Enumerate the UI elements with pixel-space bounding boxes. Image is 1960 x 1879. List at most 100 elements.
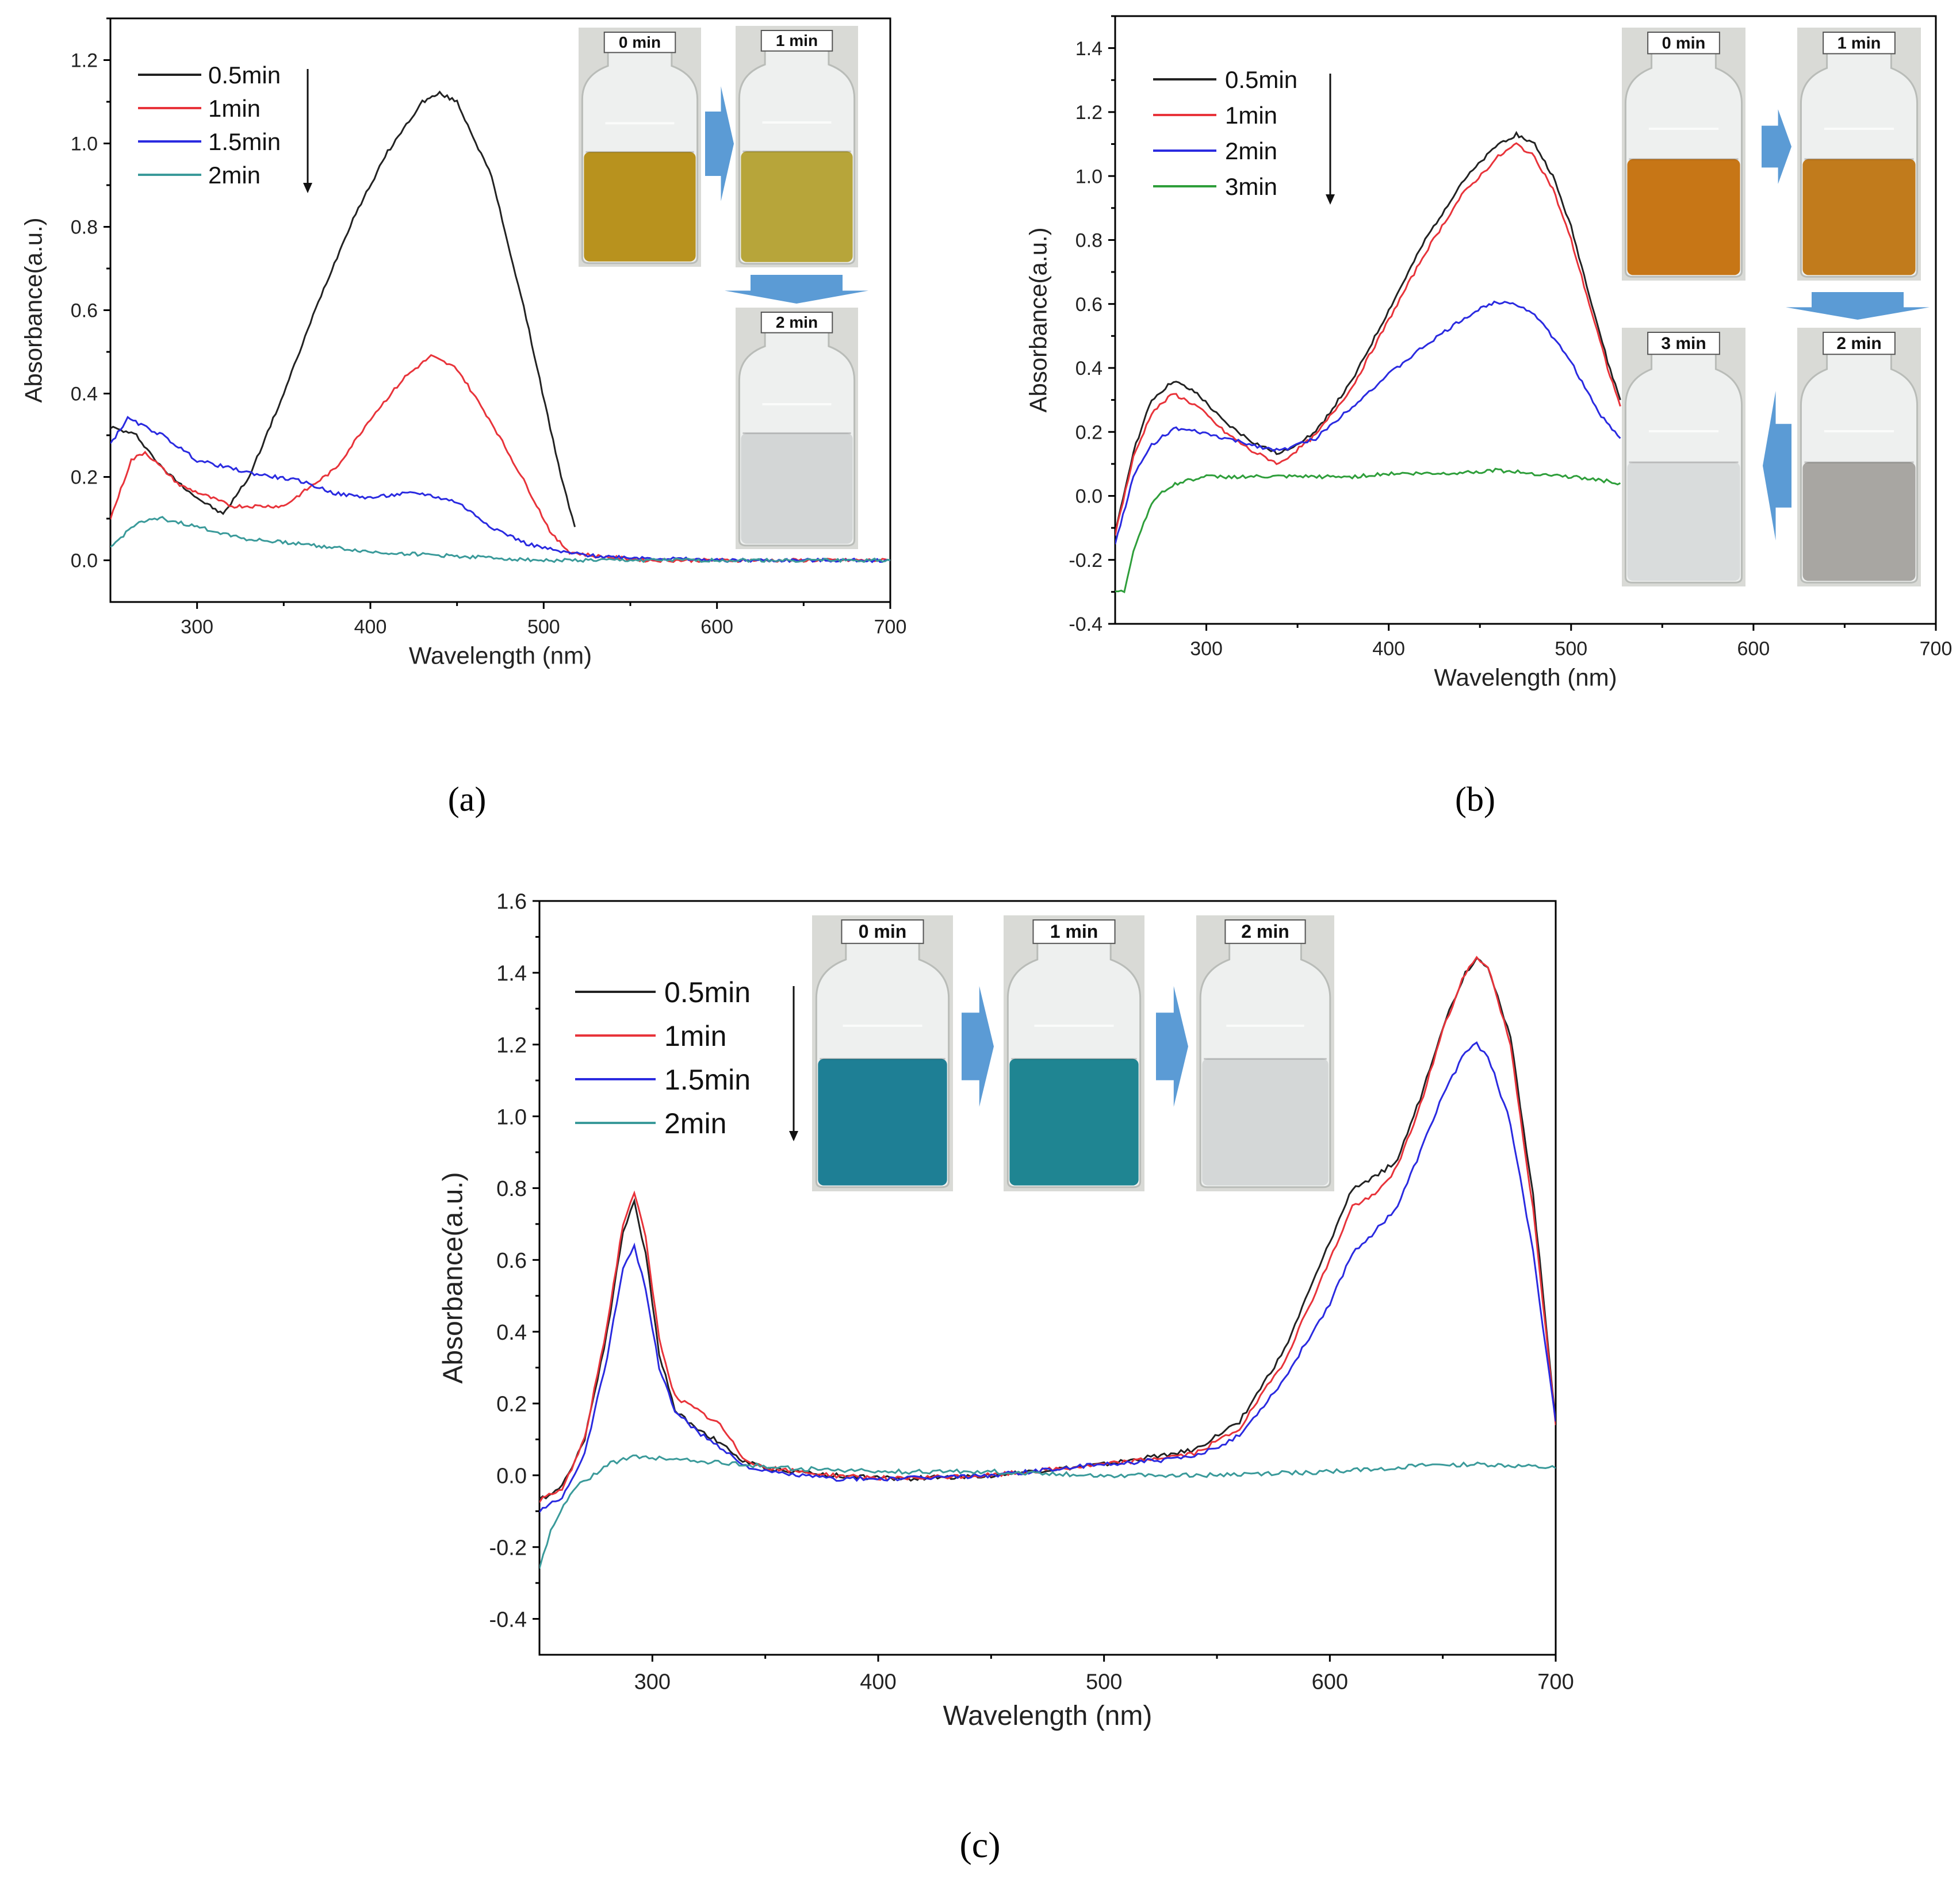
x-axis-title: Wavelength (nm) <box>409 642 592 669</box>
x-tick-label: 400 <box>1372 638 1405 660</box>
series-line-1min <box>539 956 1556 1503</box>
series-line-0.5min <box>1115 131 1621 533</box>
vial-liquid <box>1802 159 1916 275</box>
vial-liquid <box>741 433 853 544</box>
x-tick-label: 700 <box>874 616 907 638</box>
transition-arrow-icon <box>1156 986 1188 1107</box>
vial-photo-2-min: 2 min <box>736 308 858 549</box>
vial-photo-2-min: 2 min <box>1797 328 1921 586</box>
y-tick-label: 1.2 <box>496 1033 527 1057</box>
vial-label-box <box>1823 32 1896 55</box>
legend-entry: 2min <box>208 162 261 189</box>
transition-arrow-icon <box>1763 391 1791 540</box>
transition-arrow-icon <box>1762 109 1791 184</box>
y-tick-label: 0.0 <box>496 1464 527 1489</box>
vial-liquid <box>818 1059 947 1186</box>
x-tick-label: 600 <box>700 616 733 638</box>
x-tick-label: 600 <box>1312 1670 1348 1694</box>
vial-time-label: 0 min <box>859 921 907 942</box>
y-tick-label: 1.4 <box>1075 38 1102 60</box>
panel-a-chart: 300 400 500 600 700 0.0 0.2 0.4 0.6 0.8 1.0 1.2 Wave… <box>20 17 907 669</box>
vial-time-label: 2 min <box>1836 334 1881 353</box>
vial-time-label: 1 min <box>1838 34 1881 52</box>
x-tick-label: 300 <box>181 616 213 638</box>
transition-arrow-icon <box>705 86 734 201</box>
x-tick-label: 300 <box>634 1670 671 1694</box>
series-line-0.5min <box>539 957 1556 1500</box>
y-tick-label: -0.2 <box>489 1536 527 1560</box>
vial-photo-0-min: 0 min <box>812 915 953 1191</box>
legend-entry: 0.5min <box>1225 66 1297 93</box>
caption-a: (a) <box>448 780 487 818</box>
vial-time-label: 0 min <box>1662 34 1706 52</box>
vial-label-box <box>1823 332 1896 355</box>
vial-photo-1-min: 1 min <box>736 26 858 267</box>
panel-b-chart: 300 400 500 600 700 -0.4 -0.2 0.0 0.2 0.4 0.6 0.8 1.… <box>1025 15 1953 691</box>
vial-label-box <box>841 919 924 944</box>
series-line-0.5min <box>110 90 576 527</box>
series-line-1.5min <box>539 1041 1556 1513</box>
legend-entry: 3min <box>1225 173 1277 200</box>
x-axis-title: Wavelength (nm) <box>1434 664 1617 691</box>
y-tick-label: -0.4 <box>1069 613 1102 635</box>
y-tick-label: 0.8 <box>71 217 98 239</box>
legend-entry: 0.5min <box>208 62 281 89</box>
series-line-1min <box>1115 142 1621 536</box>
series-line-2min <box>1115 300 1621 544</box>
vial-photo-1-min: 1 min <box>1797 28 1921 281</box>
transition-arrow-icon <box>962 986 994 1107</box>
vial-photo-0-min: 0 min <box>1622 28 1745 281</box>
vial-photo-2-min: 2 min <box>1196 915 1334 1191</box>
y-tick-label: 1.4 <box>496 962 527 986</box>
panel-c-chart: 300 400 500 600 700 -0.4 -0.2 0.0 0.2 0.4 0.6 0.8 1.… <box>438 890 1574 1731</box>
y-tick-label: 0.8 <box>1075 230 1102 252</box>
transition-arrow-icon <box>1786 292 1930 320</box>
vial-liquid <box>584 152 696 262</box>
legend-entry: 0.5min <box>664 976 751 1008</box>
legend-entry: 1.5min <box>664 1064 751 1096</box>
y-tick-label: 1.0 <box>1075 166 1102 187</box>
vial-liquid <box>1009 1059 1139 1186</box>
x-tick-label: 500 <box>527 616 560 638</box>
vial-time-label: 2 min <box>1241 921 1289 942</box>
x-tick-label: 400 <box>860 1670 896 1694</box>
y-tick-label: 0.4 <box>496 1321 527 1345</box>
x-axis-title: Wavelength (nm) <box>943 1701 1153 1731</box>
y-tick-label: 1.0 <box>496 1105 527 1129</box>
vial-label-box <box>1032 919 1116 944</box>
vial-time-label: 2 min <box>776 313 818 331</box>
legend-entry: 1min <box>664 1020 726 1052</box>
vial-label-box <box>603 32 676 53</box>
y-tick-label: 1.2 <box>71 50 98 72</box>
x-tick-label: 600 <box>1737 638 1770 660</box>
legend-entry: 2min <box>664 1107 726 1140</box>
vial-liquid <box>1627 159 1740 275</box>
y-tick-label: 0.6 <box>496 1249 527 1273</box>
series-line-1.5min <box>110 416 890 563</box>
y-tick-label: 0.4 <box>71 384 98 405</box>
x-tick-label: 700 <box>1920 638 1953 660</box>
vial-photo-3-min: 3 min <box>1622 328 1745 586</box>
vial-label-box <box>760 30 833 52</box>
vial-time-label: 1 min <box>776 32 818 49</box>
vial-label-box <box>1647 32 1720 55</box>
vial-liquid <box>1202 1059 1329 1186</box>
y-tick-label: 1.2 <box>1075 102 1102 124</box>
legend-trend-arrowhead-icon <box>789 1131 798 1141</box>
vial-liquid <box>1627 462 1740 581</box>
y-tick-label: 0.2 <box>71 467 98 489</box>
x-tick-label: 300 <box>1190 638 1223 660</box>
y-tick-label: 0.8 <box>496 1177 527 1201</box>
legend-trend-arrowhead-icon <box>303 183 312 193</box>
y-axis-title: Absorbance(a.u.) <box>1025 227 1052 412</box>
y-axis-title: Absorbance(a.u.) <box>20 217 47 402</box>
vial-time-label: 1 min <box>1050 921 1098 942</box>
y-tick-label: 1.6 <box>496 890 527 914</box>
legend-entry: 1min <box>1225 102 1277 129</box>
y-tick-label: 0.6 <box>1075 294 1102 316</box>
vial-liquid <box>741 151 853 262</box>
legend-entry: 1min <box>208 95 261 122</box>
legend-trend-arrowhead-icon <box>1326 194 1335 205</box>
vial-photo-0-min: 0 min <box>579 28 701 267</box>
